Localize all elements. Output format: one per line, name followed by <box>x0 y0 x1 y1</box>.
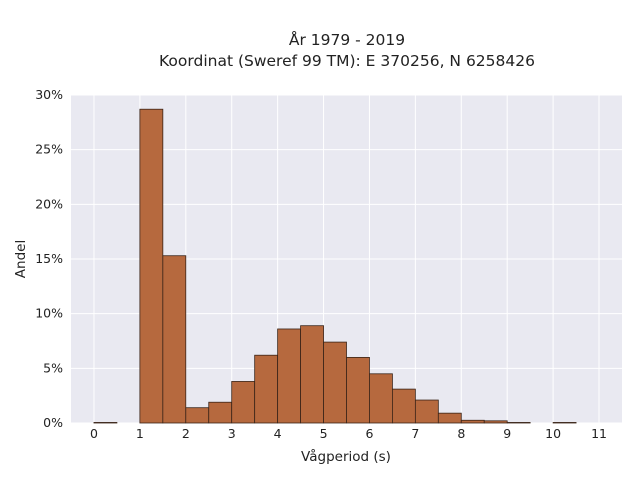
bars <box>93 108 577 424</box>
x-tick-label: 5 <box>320 426 328 441</box>
x-tick-label: 6 <box>365 426 373 441</box>
chart-title-line-2: Koordinat (Sweref 99 TM): E 370256, N 62… <box>159 52 535 70</box>
histogram-bar <box>162 255 187 424</box>
y-tick-label: 10% <box>35 306 63 321</box>
y-tick-label: 5% <box>43 360 63 375</box>
x-tick-label: 3 <box>228 426 236 441</box>
histogram-bar <box>506 422 531 424</box>
histogram-bar <box>254 354 279 424</box>
histogram-bar <box>437 412 462 424</box>
x-axis-label: Vågperiod (s) <box>301 448 391 465</box>
y-tick-label: 0% <box>43 415 63 430</box>
x-tick-label: 1 <box>136 426 144 441</box>
x-tick-label: 2 <box>182 426 190 441</box>
chart-title-line-1: År 1979 - 2019 <box>289 30 405 49</box>
histogram-bar <box>369 373 393 424</box>
y-tick-label: 30% <box>35 87 63 102</box>
x-axis-ticks: 0 1 2 3 4 5 6 7 8 9 10 11 <box>90 426 607 441</box>
y-axis-ticks: 0% 5% 10% 15% 20% 25% 30% <box>35 87 63 430</box>
x-tick-label: 9 <box>503 426 511 441</box>
x-tick-label: 8 <box>457 426 465 441</box>
y-axis-label: Andel <box>13 240 29 278</box>
x-tick-label: 10 <box>545 426 561 441</box>
histogram-bar <box>414 399 439 424</box>
x-tick-label: 0 <box>90 426 98 441</box>
y-tick-label: 15% <box>35 251 63 266</box>
histogram-bar <box>208 401 233 424</box>
histogram-bar <box>460 419 485 424</box>
histogram-bar <box>185 407 210 424</box>
histogram-bar <box>277 328 301 424</box>
x-tick-label: 7 <box>411 426 419 441</box>
y-tick-label: 20% <box>35 196 63 211</box>
histogram-bar <box>93 422 118 424</box>
y-tick-label: 25% <box>35 142 63 157</box>
histogram-bar <box>483 420 508 424</box>
histogram-bar <box>323 341 347 424</box>
histogram-bar <box>392 388 416 424</box>
histogram-bar <box>300 325 324 424</box>
histogram-bar <box>231 381 256 424</box>
x-tick-label: 4 <box>274 426 282 441</box>
histogram-bar <box>552 422 577 424</box>
histogram-bar <box>346 356 370 424</box>
x-tick-label: 11 <box>591 426 607 441</box>
histogram-bar <box>139 108 164 424</box>
